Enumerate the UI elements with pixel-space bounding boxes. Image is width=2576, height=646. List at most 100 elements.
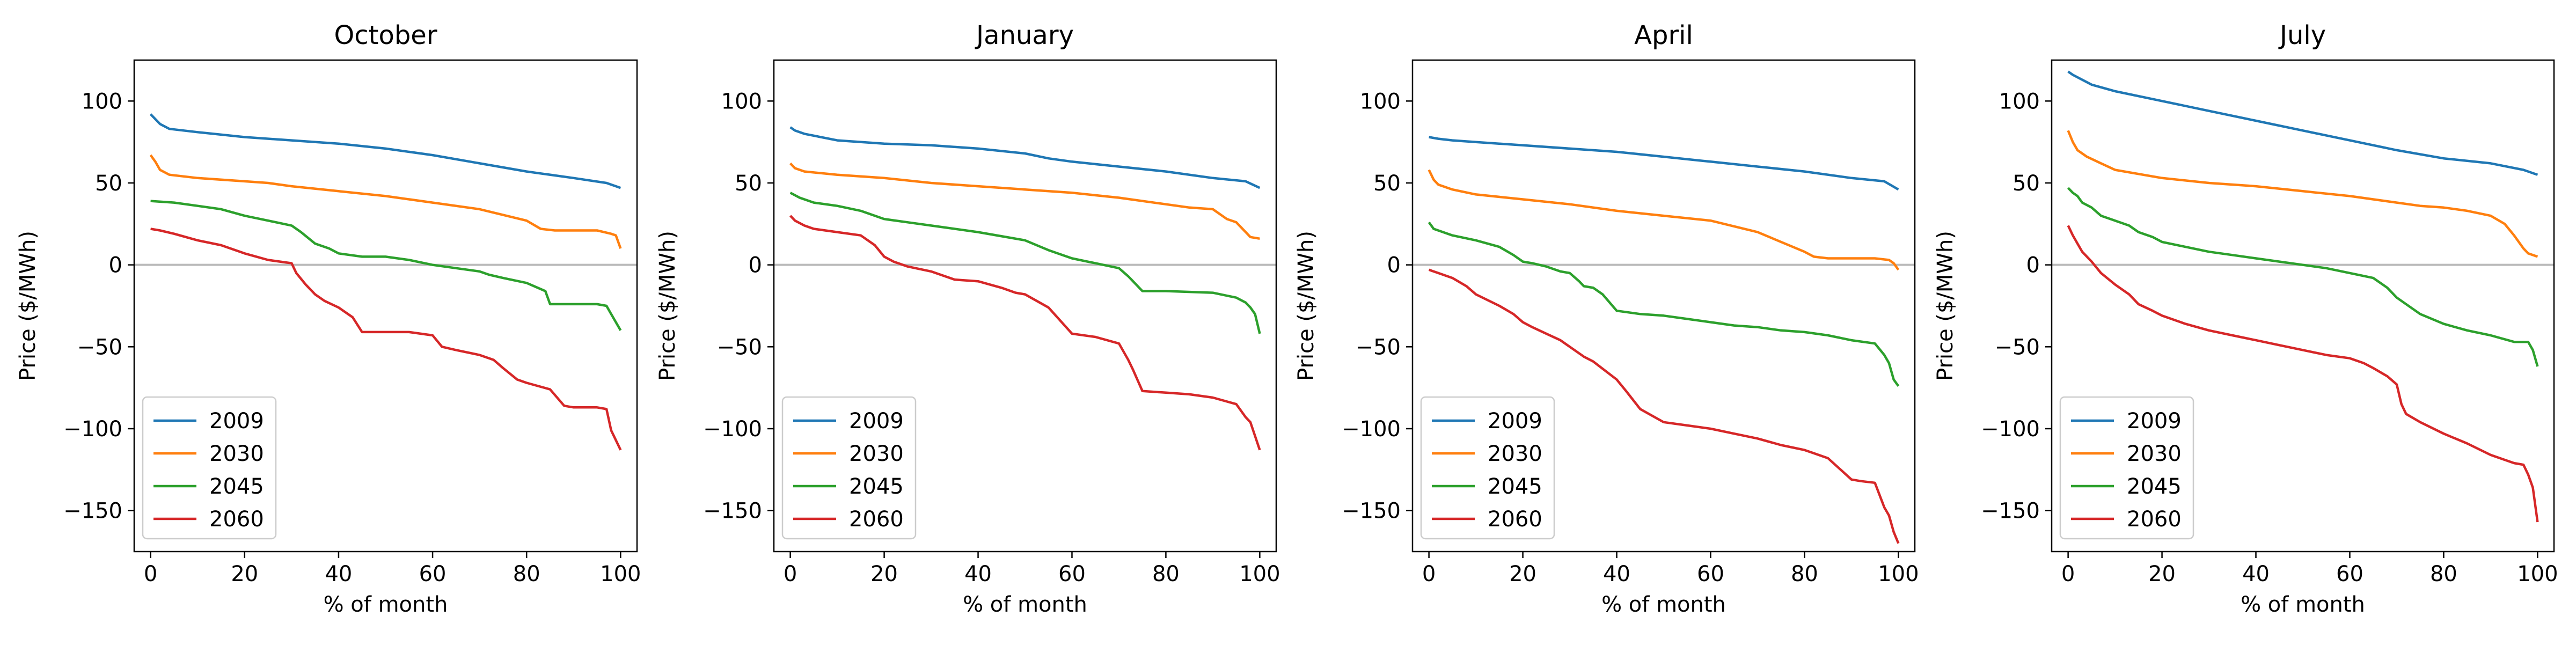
x-tick-label: 40: [964, 562, 992, 586]
legend-label-2009: 2009: [849, 409, 904, 434]
legend-label-2060: 2060: [1488, 507, 1542, 532]
legend-label-2030: 2030: [2127, 442, 2182, 466]
y-tick-label: −150: [1342, 499, 1401, 524]
chart-title: October: [334, 20, 437, 50]
legend-label-2060: 2060: [209, 507, 264, 532]
series-line-2045: [789, 192, 1261, 334]
y-tick-label: −150: [703, 499, 762, 524]
chart-panel-july: July 0 20 40 60 80 100 −150 −100 −50 0 50 100 % of mo…: [1933, 20, 2558, 617]
legend-label-2045: 2045: [849, 474, 904, 499]
x-tick-label: 40: [1603, 562, 1630, 586]
y-tick-label: 100: [82, 89, 122, 114]
x-tick-label: 20: [2148, 562, 2176, 586]
x-axis-label: % of month: [1601, 592, 1726, 617]
legend-label-2045: 2045: [2127, 474, 2182, 499]
x-tick-label: 40: [325, 562, 352, 586]
x-tick-label: 20: [1509, 562, 1536, 586]
x-tick-label: 80: [2430, 562, 2457, 586]
y-tick-label: −50: [1995, 335, 2040, 359]
series-line-2045: [2067, 187, 2539, 367]
series-line-2060: [150, 227, 622, 451]
x-axis-label: % of month: [324, 592, 448, 617]
x-tick-label: 80: [1152, 562, 1180, 586]
series-line-2060: [1428, 268, 1900, 544]
legend-label-2045: 2045: [209, 474, 264, 499]
series-line-2030: [2067, 130, 2538, 258]
chart-title: April: [1634, 20, 1693, 50]
x-axis-label: % of month: [2241, 592, 2365, 617]
series-line-2030: [149, 154, 622, 249]
series-line-2060: [2067, 225, 2539, 523]
legend-box: [2059, 396, 2194, 540]
y-tick-label: −50: [717, 335, 762, 359]
legend-box: [781, 396, 917, 540]
series-group: [789, 126, 1261, 451]
y-tick-label: −100: [1342, 417, 1401, 442]
y-axis-label: Price ($/MWh): [16, 231, 40, 381]
x-tick-label: 60: [1697, 562, 1724, 586]
x-tick-label: 60: [2336, 562, 2363, 586]
x-tick-label: 100: [2517, 562, 2558, 586]
axes-frame: [1411, 59, 1916, 553]
legend: 2009 2030 2045 2060: [142, 396, 277, 540]
x-tick-label: 100: [1878, 562, 1919, 586]
series-line-2030: [1428, 169, 1900, 271]
x-tick-label: 80: [1791, 562, 1818, 586]
x-tick-label: 100: [600, 562, 641, 586]
y-tick-label: −100: [1981, 417, 2040, 442]
series-line-2009: [789, 126, 1261, 189]
x-tick-label: 0: [2061, 562, 2075, 586]
series-line-2030: [789, 162, 1260, 240]
y-axis-label: Price ($/MWh): [1294, 231, 1319, 381]
legend-label-2060: 2060: [849, 507, 904, 532]
legend-label-2045: 2045: [1488, 474, 1542, 499]
axes-frame: [2051, 59, 2555, 553]
chart-title: July: [2278, 20, 2326, 50]
y-axis-label: Price ($/MWh): [655, 231, 680, 381]
x-axis-label: % of month: [963, 592, 1087, 617]
chart-panel-october: October 0 20 40 60 80 100 −150 −100 −50 0 50 100 % of…: [16, 20, 641, 617]
y-axis-label: Price ($/MWh): [1933, 231, 1958, 381]
x-tick-label: 0: [144, 562, 157, 586]
x-tick-label: 20: [870, 562, 898, 586]
x-tick-label: 60: [419, 562, 447, 586]
y-tick-label: −100: [63, 417, 122, 442]
legend: 2009 2030 2045 2060: [1420, 396, 1555, 540]
chart-panel-january: January 0 20 40 60 80 100 −150 −100 −50 0 50 100 % of…: [655, 20, 1280, 617]
series-line-2009: [2067, 70, 2538, 176]
y-tick-label: 50: [2012, 171, 2040, 196]
chart-title: January: [975, 20, 1074, 50]
legend-label-2030: 2030: [849, 442, 904, 466]
chart-panel-april: April 0 20 40 60 80 100 −150 −100 −50 0 50 100 % of m…: [1294, 20, 1919, 617]
legend-box: [142, 396, 277, 540]
series-line-2045: [1428, 221, 1900, 387]
y-tick-label: 0: [749, 253, 762, 278]
series-line-2045: [150, 200, 622, 331]
y-tick-label: 50: [735, 171, 762, 196]
y-tick-label: 100: [1360, 89, 1401, 114]
y-tick-label: 100: [721, 89, 762, 114]
legend-label-2060: 2060: [2127, 507, 2182, 532]
x-tick-label: 20: [231, 562, 258, 586]
series-group: [1428, 136, 1900, 544]
y-tick-label: 50: [1373, 171, 1401, 196]
legend: 2009 2030 2045 2060: [781, 396, 917, 540]
y-tick-label: −50: [77, 335, 122, 359]
series-line-2060: [789, 215, 1261, 451]
x-tick-label: 0: [1422, 562, 1436, 586]
y-tick-label: 0: [1387, 253, 1401, 278]
axes-frame: [133, 59, 638, 553]
x-tick-label: 40: [2242, 562, 2270, 586]
y-tick-label: −50: [1356, 335, 1401, 359]
y-tick-label: 50: [95, 171, 122, 196]
legend-box: [1420, 396, 1555, 540]
y-tick-label: 0: [109, 253, 122, 278]
legend-label-2009: 2009: [2127, 409, 2182, 434]
y-tick-label: −100: [703, 417, 762, 442]
y-tick-label: −150: [1981, 499, 2040, 524]
x-tick-label: 80: [513, 562, 540, 586]
series-group: [2067, 70, 2539, 523]
y-tick-label: 100: [1999, 89, 2040, 114]
